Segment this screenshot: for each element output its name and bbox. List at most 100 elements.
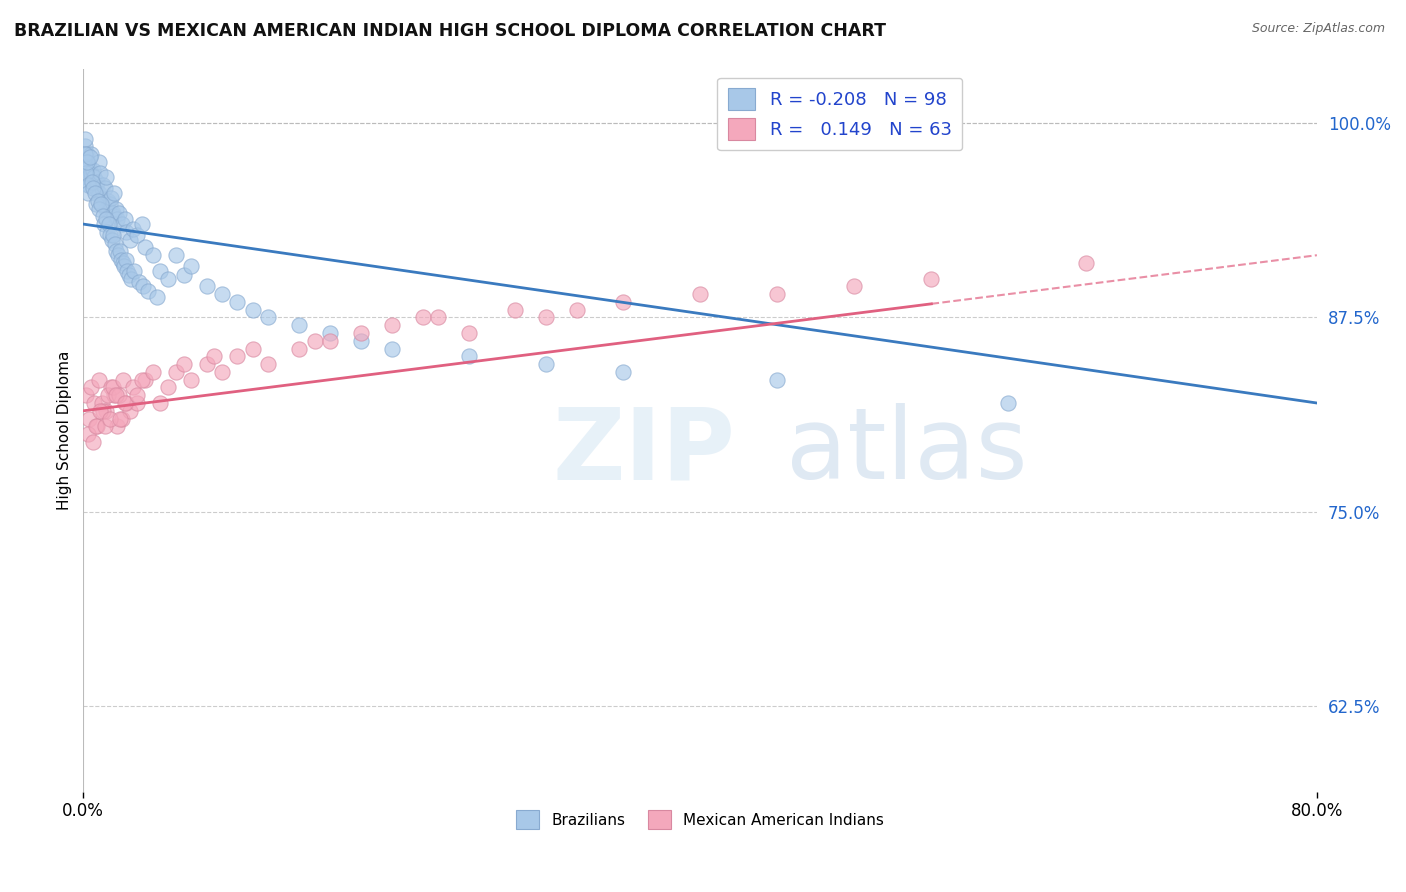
Point (118, 404, 141, 418)
Point (920, 271, 942, 285)
Point (127, 227, 149, 242)
Point (131, 217, 153, 231)
Point (98, 227, 121, 242)
Point (80, 166, 103, 180)
Point (75, 162, 97, 177)
Point (83, 396, 105, 410)
Point (118, 233, 141, 247)
Point (90, 396, 112, 410)
Point (80, 175, 103, 189)
Point (73, 131, 96, 145)
Point (121, 221, 143, 235)
Point (350, 326, 373, 340)
Point (766, 373, 789, 387)
Point (115, 225, 138, 239)
Point (381, 318, 404, 333)
Point (83, 186, 105, 200)
Point (689, 287, 711, 301)
Point (844, 279, 866, 293)
Point (80, 380, 103, 394)
Point (134, 240, 156, 254)
Point (211, 365, 233, 379)
Point (120, 271, 142, 285)
Point (77, 427, 100, 442)
Point (104, 388, 127, 402)
Point (350, 334, 373, 348)
Point (89, 404, 111, 418)
Y-axis label: High School Diploma: High School Diploma (58, 351, 72, 510)
Point (96, 202, 118, 216)
Point (103, 227, 125, 242)
Point (142, 248, 165, 262)
Point (457, 349, 479, 363)
Point (91, 404, 114, 418)
Point (87, 154, 110, 169)
Point (98, 197, 121, 211)
Point (180, 373, 202, 387)
Point (149, 396, 172, 410)
Point (107, 248, 129, 262)
Point (118, 268, 141, 283)
Point (195, 357, 218, 371)
Point (104, 202, 127, 216)
Point (534, 310, 557, 325)
Point (86, 175, 108, 189)
Point (76, 178, 98, 193)
Point (101, 233, 124, 247)
Point (122, 264, 145, 278)
Point (107, 388, 129, 402)
Point (79, 160, 101, 174)
Point (165, 248, 187, 262)
Point (82, 162, 104, 177)
Text: Source: ZipAtlas.com: Source: ZipAtlas.com (1251, 22, 1385, 36)
Point (100, 380, 122, 394)
Point (103, 186, 125, 200)
Point (381, 342, 404, 356)
Point (91, 210, 114, 224)
Point (77, 154, 100, 169)
Point (75, 166, 97, 180)
Point (136, 284, 159, 298)
Point (89, 166, 111, 180)
Point (77, 178, 100, 193)
Point (195, 279, 218, 293)
Point (83, 170, 105, 185)
Point (98, 411, 121, 425)
Point (103, 210, 125, 224)
Point (127, 396, 149, 410)
Point (165, 365, 187, 379)
Point (128, 275, 150, 289)
Point (101, 206, 124, 220)
Point (131, 373, 153, 387)
Point (110, 252, 132, 267)
Point (242, 342, 264, 356)
Point (76, 154, 98, 169)
Point (84, 419, 107, 434)
Point (114, 252, 136, 267)
Point (76, 147, 98, 161)
Point (426, 310, 449, 325)
Point (304, 334, 326, 348)
Point (319, 326, 342, 340)
Point (86, 419, 108, 434)
Point (114, 396, 136, 410)
Point (91, 178, 114, 193)
Text: ZIP: ZIP (553, 403, 735, 500)
Point (105, 419, 128, 434)
Text: atlas: atlas (786, 403, 1028, 500)
Point (242, 302, 264, 317)
Point (90, 197, 112, 211)
Point (288, 318, 311, 333)
Point (111, 256, 134, 270)
Point (101, 380, 124, 394)
Point (75, 147, 97, 161)
Point (73, 139, 96, 153)
Point (94, 212, 117, 227)
Point (96, 404, 118, 418)
Point (257, 310, 280, 325)
Point (412, 310, 434, 325)
Point (565, 302, 588, 317)
Point (105, 244, 128, 258)
Point (173, 357, 195, 371)
Point (87, 373, 110, 387)
